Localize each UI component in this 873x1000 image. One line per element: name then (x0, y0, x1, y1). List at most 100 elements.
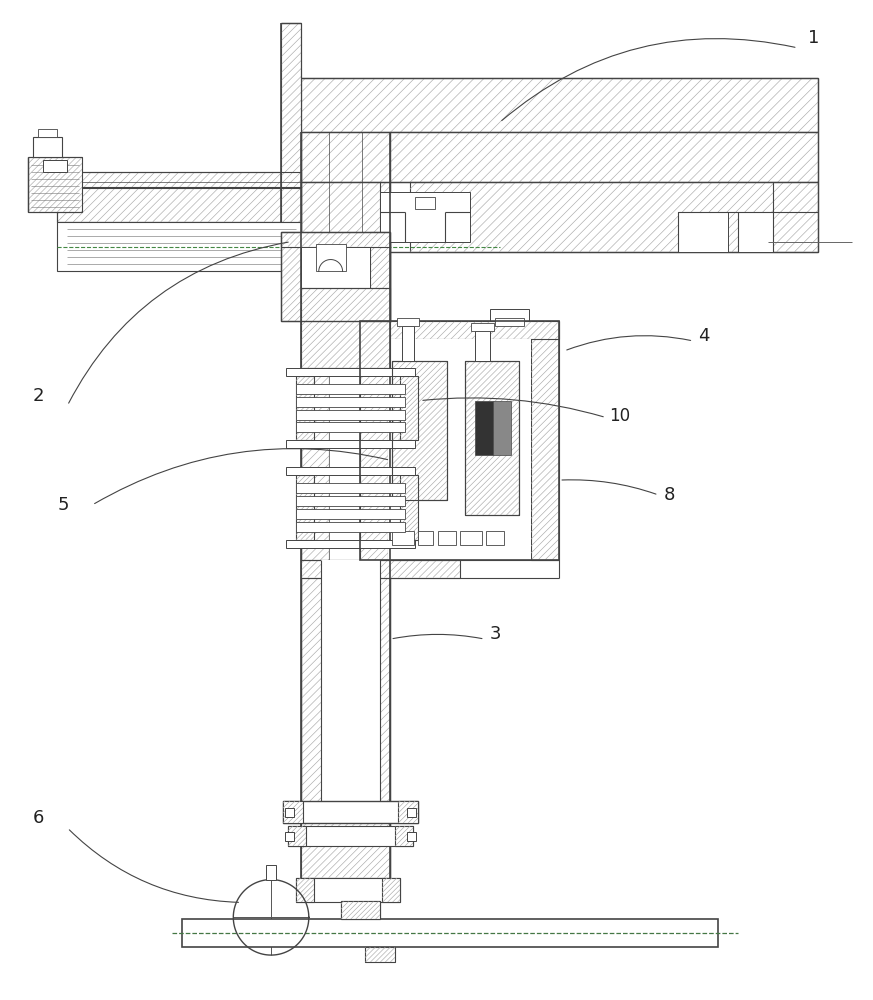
Bar (288, 826, 413, 846)
Bar (301, 132, 817, 182)
Bar (460, 531, 482, 545)
Bar (296, 496, 405, 506)
Bar (492, 401, 511, 455)
Bar (283, 801, 303, 823)
Bar (301, 182, 381, 252)
Bar (395, 826, 413, 846)
Bar (388, 339, 532, 560)
Bar (395, 826, 413, 846)
Bar (678, 212, 728, 252)
Bar (301, 288, 390, 368)
Bar (296, 422, 405, 432)
Bar (532, 321, 560, 560)
Bar (464, 361, 519, 515)
Bar (361, 321, 560, 339)
Bar (475, 401, 492, 455)
Bar (301, 78, 817, 132)
Bar (382, 878, 400, 902)
Bar (366, 947, 395, 962)
Text: 2: 2 (32, 387, 45, 405)
Bar (495, 318, 525, 326)
Bar (301, 132, 329, 897)
Bar (285, 832, 294, 841)
Bar (410, 182, 817, 252)
Bar (382, 878, 400, 902)
Bar (392, 361, 447, 500)
Bar (738, 212, 773, 252)
Bar (281, 232, 301, 321)
Bar (370, 232, 390, 321)
Bar (340, 901, 381, 919)
Bar (301, 560, 460, 578)
Bar (286, 440, 416, 448)
Bar (38, 129, 58, 137)
Bar (281, 232, 390, 247)
Bar (407, 808, 416, 817)
Bar (392, 361, 447, 500)
Bar (301, 132, 817, 182)
Bar (296, 878, 313, 902)
Bar (301, 288, 390, 368)
Bar (400, 475, 418, 540)
Bar (286, 540, 416, 548)
Bar (329, 132, 362, 897)
Bar (301, 78, 817, 132)
Bar (296, 878, 400, 902)
Bar (366, 947, 395, 962)
Text: 8: 8 (663, 486, 675, 504)
Bar (370, 232, 390, 321)
Bar (366, 947, 395, 962)
Bar (532, 321, 560, 560)
Bar (32, 137, 62, 157)
Bar (410, 182, 817, 252)
Bar (288, 826, 306, 846)
Bar (301, 247, 370, 321)
Bar (340, 901, 381, 919)
Bar (296, 475, 313, 540)
Bar (296, 376, 313, 440)
Bar (392, 361, 447, 500)
Bar (398, 801, 418, 823)
Bar (361, 321, 388, 560)
Bar (296, 410, 405, 420)
Bar (281, 232, 390, 247)
Bar (28, 157, 82, 212)
Bar (407, 832, 416, 841)
Bar (288, 826, 306, 846)
Bar (398, 801, 418, 823)
Bar (301, 182, 381, 252)
Bar (392, 531, 414, 545)
Bar (182, 919, 718, 947)
Bar (296, 397, 405, 407)
Bar (296, 483, 405, 493)
Bar (340, 901, 381, 919)
Text: 3: 3 (490, 625, 501, 643)
Bar (471, 323, 493, 331)
Bar (281, 232, 301, 321)
Text: 10: 10 (608, 407, 630, 425)
Bar (438, 531, 456, 545)
Bar (301, 132, 329, 897)
Bar (266, 865, 276, 880)
Bar (402, 326, 414, 361)
Bar (286, 467, 416, 475)
Bar (361, 321, 560, 339)
Bar (362, 132, 390, 897)
Bar (301, 560, 460, 578)
Bar (296, 376, 313, 440)
Bar (301, 818, 390, 878)
Bar (316, 244, 346, 271)
Bar (400, 475, 418, 540)
Bar (397, 318, 419, 326)
Bar (281, 23, 301, 271)
Bar (301, 818, 390, 878)
Bar (418, 531, 433, 545)
Bar (490, 309, 529, 321)
Bar (361, 321, 560, 560)
Text: 5: 5 (58, 496, 69, 514)
Bar (296, 522, 405, 532)
Bar (400, 376, 418, 440)
Bar (362, 132, 390, 897)
Text: 1: 1 (808, 29, 819, 47)
Bar (58, 222, 301, 271)
